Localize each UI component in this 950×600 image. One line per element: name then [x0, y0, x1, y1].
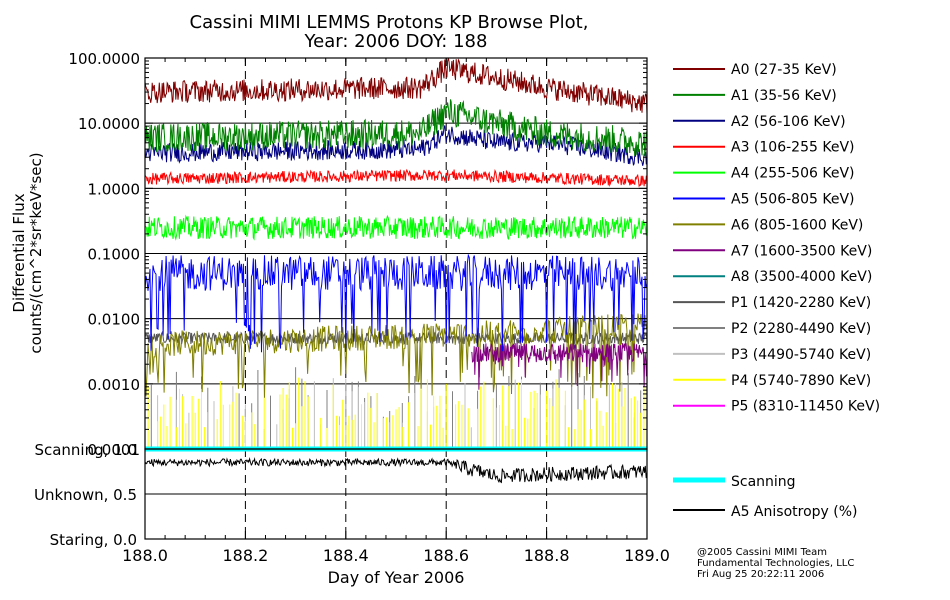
- legend-label-p4-5740-7890-kev: P4 (5740-7890 KeV): [731, 373, 871, 389]
- series-line-a0-27-35-kev: [145, 58, 647, 114]
- legend-label-p5-8310-11450-kev: P5 (8310-11450 KeV): [731, 399, 880, 415]
- y-tick-label: 10.0000: [78, 115, 140, 133]
- anisotropy-series-group: [145, 449, 647, 482]
- series-line-a3-106-255-kev: [145, 170, 647, 187]
- lower-y-tick-label: Scanning, 1.0: [34, 441, 137, 459]
- legend-label-a5-anisotropy: A5 Anisotropy (%): [731, 504, 858, 520]
- x-tick-label: 188.2: [222, 546, 268, 565]
- x-tick-label: 188.0: [122, 546, 168, 565]
- legend-label-scanning: Scanning: [731, 474, 796, 490]
- legend-label-a5-506-805-kev: A5 (506-805 KeV): [731, 192, 854, 208]
- legend-lower: Scanning A5 Anisotropy (%): [673, 474, 858, 520]
- upper-y-ticks: 100.000010.00001.00000.10000.01000.00100…: [68, 50, 647, 459]
- chart-title-line2: Year: 2006 DOY: 188: [304, 31, 488, 52]
- legend-label-a0-27-35-kev: A0 (27-35 KeV): [731, 62, 837, 78]
- y-tick-label: 0.0100: [88, 311, 141, 329]
- x-tick-label: 188.4: [323, 546, 369, 565]
- legend-label-a3-106-255-kev: A3 (106-255 KeV): [731, 140, 854, 156]
- credit-line2: Fundamental Technologies, LLC: [697, 558, 854, 569]
- legend-label-a4-255-506-kev: A4 (255-506 KeV): [731, 166, 854, 182]
- chart-title-line1: Cassini MIMI LEMMS Protons KP Browse Plo…: [190, 12, 589, 33]
- legend-label-p3-4490-5740-kev: P3 (4490-5740 KeV): [731, 347, 871, 363]
- x-tick-label: 188.6: [423, 546, 469, 565]
- y-axis-label-line2: counts/(cm^2*sr*keV*sec): [27, 152, 45, 353]
- series-line-a4-255-506-kev: [145, 216, 647, 239]
- y-axis-label-line1: Differential Flux: [10, 193, 28, 312]
- y-tick-label: 100.0000: [68, 50, 140, 68]
- legend-label-a2-56-106-kev: A2 (56-106 KeV): [731, 114, 846, 130]
- series-line-a5-anisotropy: [145, 459, 647, 483]
- lower-y-tick-label: Unknown, 0.5: [34, 486, 137, 504]
- x-tick-label: 189.0: [624, 546, 670, 565]
- credit-line3: Fri Aug 25 20:22:11 2006: [697, 569, 824, 580]
- y-tick-label: 0.1000: [88, 246, 141, 264]
- legend-flux: A0 (27-35 KeV) A1 (35-56 KeV) A2 (56-106 K…: [673, 62, 880, 415]
- legend-label-p2-2280-4490-kev: P2 (2280-4490 KeV): [731, 321, 871, 337]
- legend-label-a8-3500-4000-kev: A8 (3500-4000 KeV): [731, 269, 872, 285]
- legend-label-a6-805-1600-kev: A6 (805-1600 KeV): [731, 217, 863, 233]
- x-axis-label: Day of Year 2006: [328, 568, 465, 587]
- legend-label-a1-35-56-kev: A1 (35-56 KeV): [731, 88, 837, 104]
- credit-line1: @2005 Cassini MIMI Team: [697, 547, 827, 558]
- legend-label-a7-1600-3500-kev: A7 (1600-3500 KeV): [731, 243, 872, 259]
- legend-label-p1-1420-2280-kev: P1 (1420-2280 KeV): [731, 295, 871, 311]
- y-tick-label: 0.0010: [88, 376, 141, 394]
- x-tick-label: 188.8: [524, 546, 570, 565]
- y-tick-label: 1.0000: [88, 180, 141, 198]
